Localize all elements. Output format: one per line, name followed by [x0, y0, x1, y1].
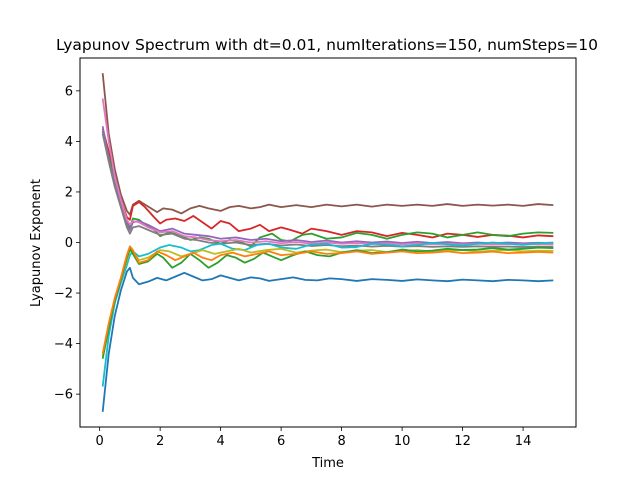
series-line-5	[101, 98, 554, 246]
series-line-4	[101, 126, 554, 245]
y-tick-label: 6	[65, 84, 73, 99]
x-tick-label: 10	[394, 434, 411, 449]
series-layer	[101, 73, 554, 412]
x-tick-label: 2	[156, 434, 164, 449]
series-line-10	[101, 245, 554, 354]
series-line-1	[101, 73, 554, 216]
series-line-9	[101, 246, 554, 359]
series-line-2	[101, 128, 554, 239]
y-tick-label: −4	[54, 337, 73, 352]
y-tick-label: 2	[65, 185, 73, 200]
series-line-3	[101, 131, 554, 248]
x-tick-label: 0	[96, 434, 104, 449]
y-tick-label: 4	[65, 135, 73, 150]
series-line-11	[101, 266, 554, 412]
x-tick-label: 14	[515, 434, 532, 449]
y-axis-label: Lyapunov Exponent	[29, 179, 44, 307]
x-tick-label: 4	[216, 434, 224, 449]
y-axis: −6 −4 −2 0 2 4 6	[54, 84, 80, 403]
x-tick-label: 8	[337, 434, 345, 449]
x-tick-label: 6	[277, 434, 285, 449]
series-line-7	[101, 241, 554, 387]
series-line-6	[101, 133, 554, 248]
x-tick-label: 12	[454, 434, 471, 449]
x-axis-label: Time	[311, 456, 344, 471]
x-axis: 0 2 4 6 8 10 12 14	[96, 427, 532, 449]
chart-title: Lyapunov Spectrum with dt=0.01, numItera…	[56, 36, 598, 54]
y-tick-label: 0	[65, 236, 73, 251]
y-tick-label: −6	[54, 388, 73, 403]
y-tick-label: −2	[54, 287, 73, 302]
